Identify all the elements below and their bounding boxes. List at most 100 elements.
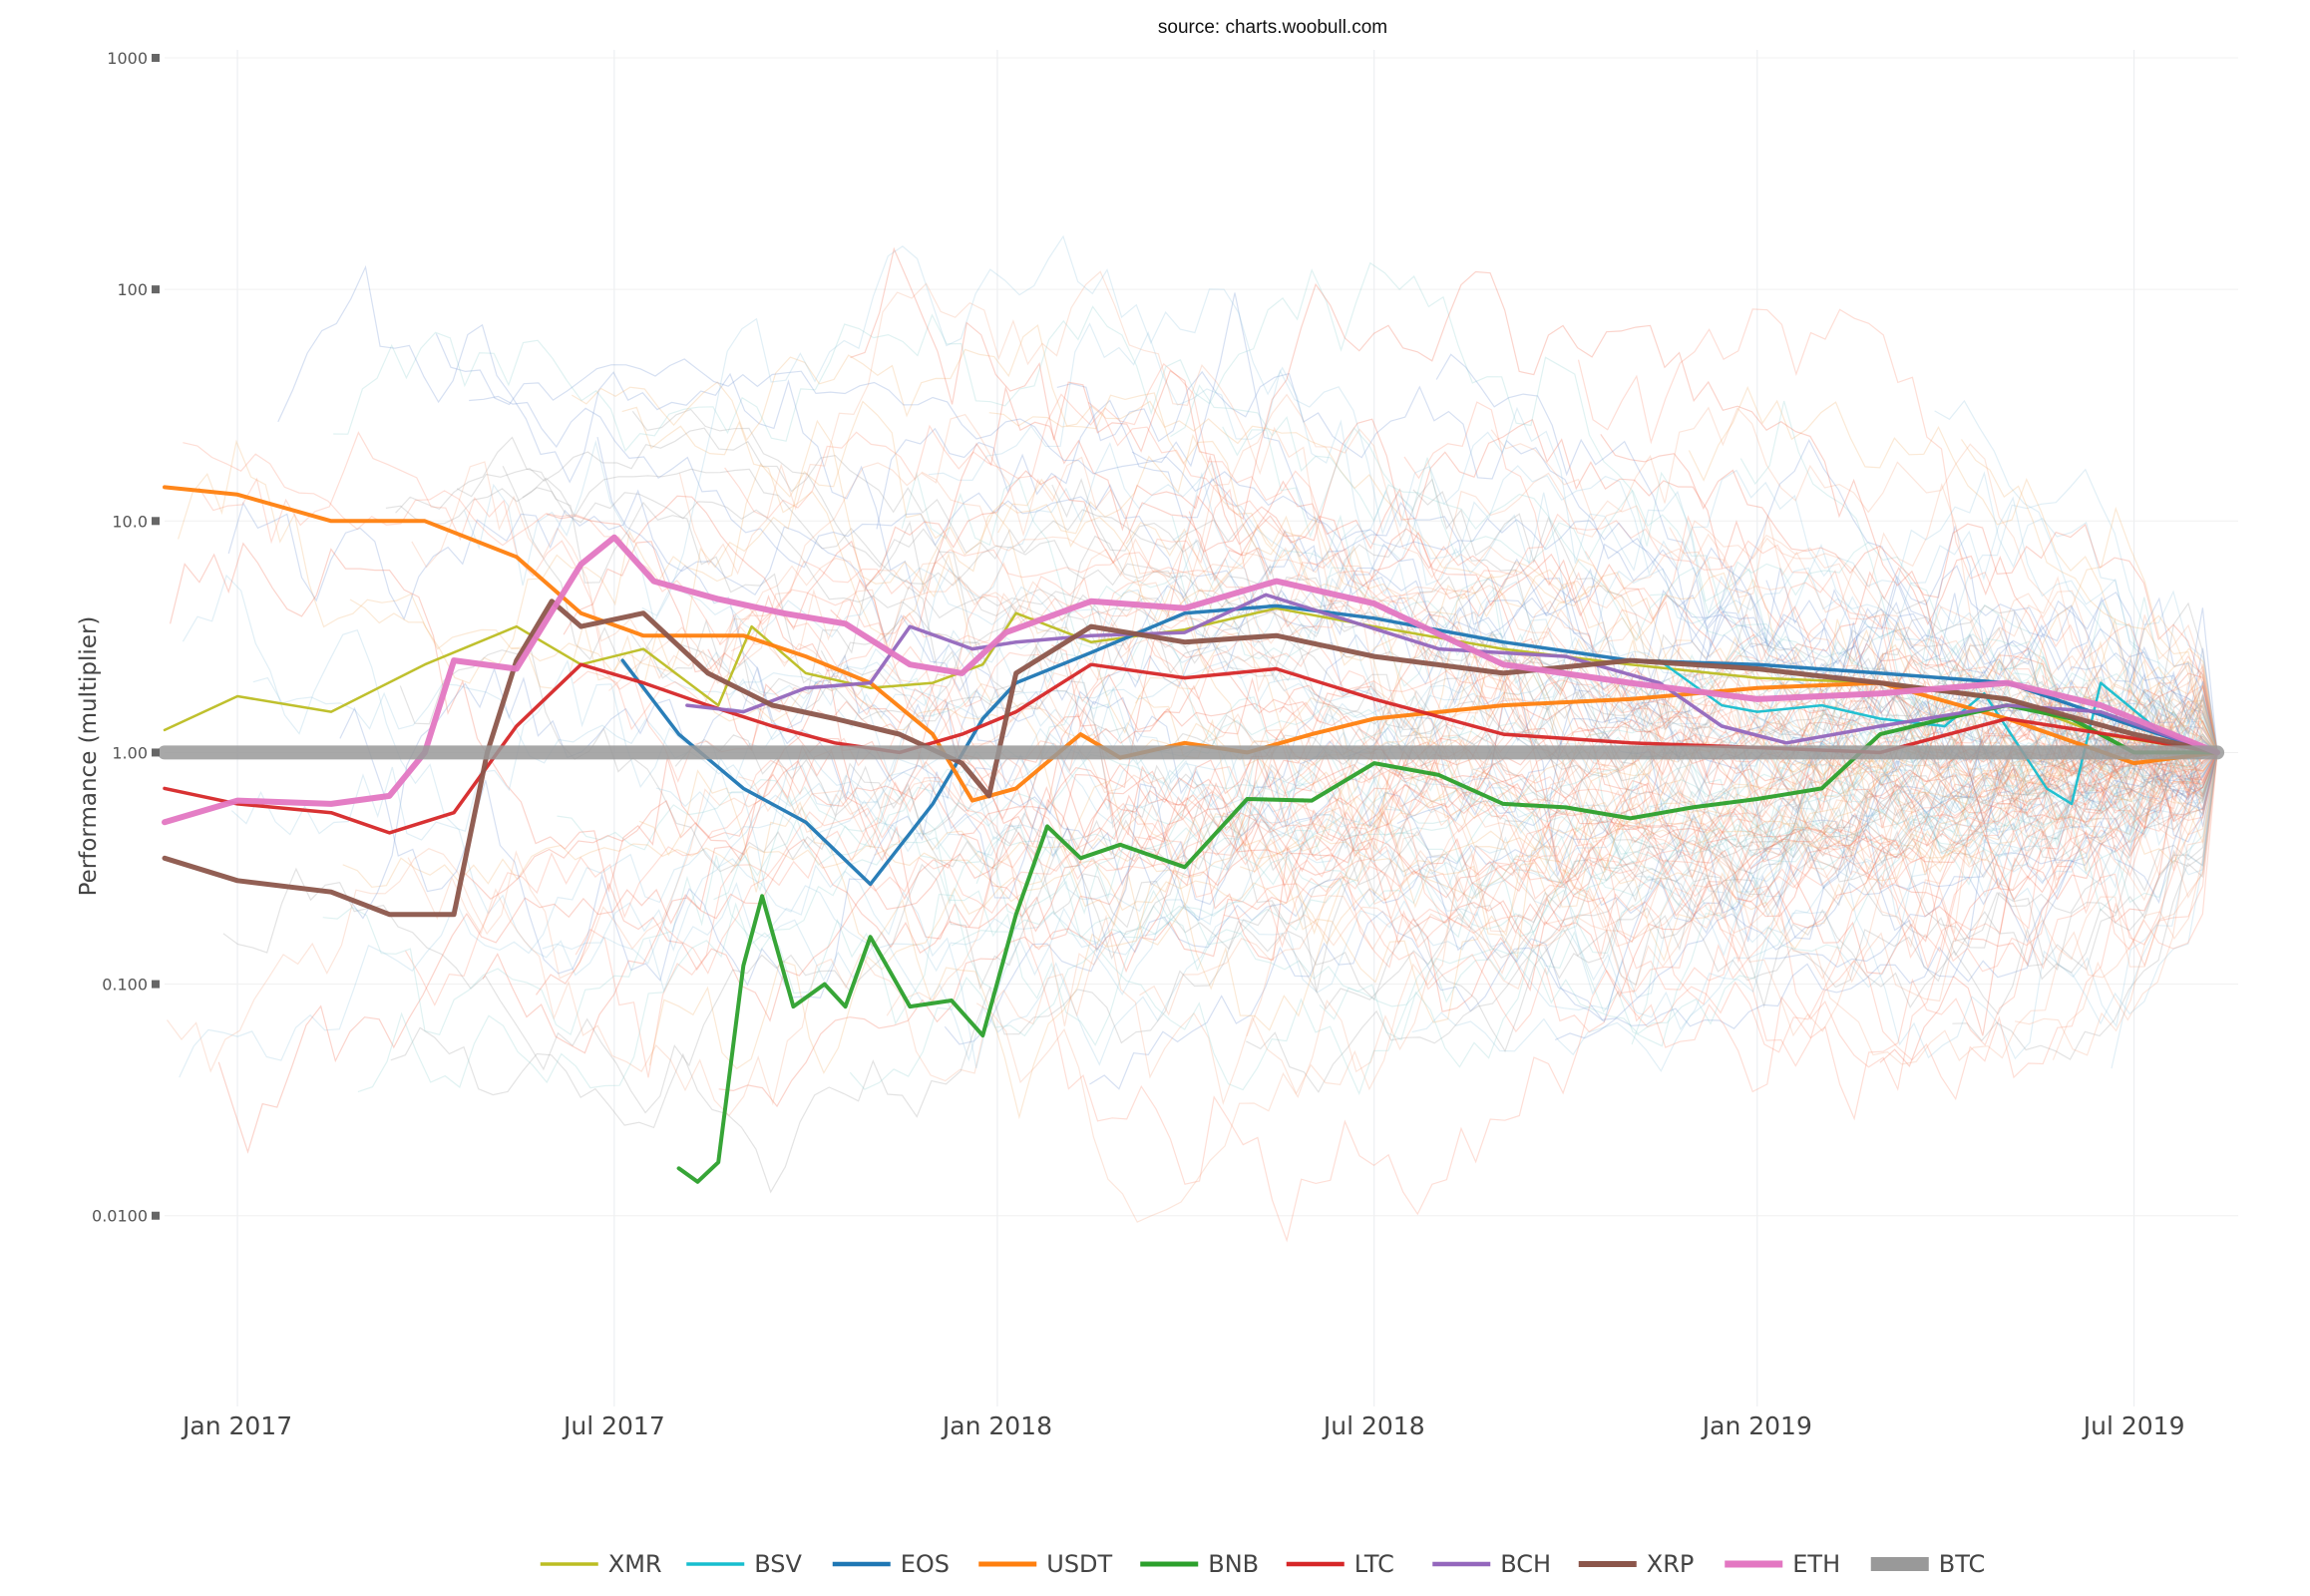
background-coin-line — [820, 478, 2218, 798]
y-tick-mark — [152, 748, 160, 757]
background-coin-line — [1188, 506, 2218, 823]
background-coin-line — [1127, 647, 2218, 962]
background-coin-line — [557, 752, 2218, 876]
background-coin-line — [663, 722, 2218, 975]
background-coin-line — [738, 704, 2218, 948]
background-coin-line — [404, 683, 2218, 1053]
background-coin-line — [951, 737, 2218, 947]
background-coin-line — [727, 567, 2218, 857]
legend-label: ETH — [1792, 1550, 1840, 1578]
background-coin-line — [730, 688, 2218, 940]
y-tick-label: 1000 — [107, 49, 148, 68]
background-coin-line — [1565, 565, 2218, 753]
legend-item-xmr: XMR — [540, 1550, 662, 1578]
legend-label: BSV — [754, 1550, 802, 1578]
background-coin-line — [1099, 718, 2218, 871]
y-tick-mark — [152, 54, 160, 62]
background-coin-line — [395, 436, 2218, 831]
legend-label: EOS — [901, 1550, 950, 1578]
legend-item-btc: BTC — [1870, 1550, 1985, 1578]
background-coin-line — [573, 589, 2218, 835]
background-coin-line — [1279, 684, 2218, 864]
background-coin-line — [1319, 749, 2218, 1035]
background-coin-line — [435, 333, 2218, 778]
y-tick-mark — [152, 1211, 160, 1220]
background-coin-line — [701, 442, 2218, 753]
background-coin-line — [849, 699, 2218, 1096]
x-axis: Jan 2017 Jul 2017 Jan 2018 Jul 2018 Jan 2019… — [181, 1411, 2184, 1440]
y-tick-label: 100 — [117, 280, 148, 299]
background-coin-line — [482, 726, 2218, 1054]
background-coin-line — [1584, 515, 2218, 753]
background-coin-line — [1125, 515, 2218, 898]
background-coin-line — [1164, 664, 2218, 946]
background-coin-line — [1879, 695, 2218, 1067]
background-coin-line — [655, 406, 2218, 843]
x-tick-label: Jul 2017 — [562, 1411, 665, 1440]
x-tick-label: Jul 2018 — [1322, 1411, 1425, 1440]
background-coin-line — [167, 393, 2218, 1073]
y-tick-mark — [152, 980, 160, 989]
background-coin-line — [575, 706, 2218, 1091]
background-coin-line — [836, 629, 2218, 996]
legend-item-xrp: XRP — [1578, 1550, 1695, 1578]
background-coin-line — [222, 665, 2218, 1114]
background-coin-line — [2014, 752, 2218, 1056]
background-coin-line — [730, 549, 2218, 832]
background-coin-line — [997, 478, 2218, 853]
background-coin-line — [407, 608, 2218, 1117]
background-coin-line — [183, 442, 2218, 772]
legend-label: BTC — [1939, 1550, 1985, 1578]
background-coin-line — [988, 400, 2218, 805]
background-coin-line — [975, 691, 2218, 939]
background-coin-line — [1577, 308, 2218, 805]
background-coin-line — [718, 719, 2218, 1108]
y-tick-label: 0.0100 — [92, 1207, 148, 1226]
legend-label: USDT — [1046, 1550, 1112, 1578]
background-coin-line — [830, 385, 2218, 924]
background-coin-line — [628, 627, 2218, 859]
background-coin-line — [1739, 400, 2218, 753]
background-coin-line — [1814, 752, 2218, 1065]
legend-item-bnb: BNB — [1140, 1550, 1259, 1578]
background-coin-line — [860, 729, 2218, 935]
background-coin-line — [182, 574, 2218, 989]
background-coin-line — [850, 246, 2218, 801]
background-coin-line — [1246, 750, 2218, 1093]
background-coin-line — [1490, 429, 2218, 782]
background-coin-line — [631, 408, 2218, 788]
background-coin-line — [975, 679, 2218, 1223]
background-coin-line — [1952, 752, 2218, 1060]
legend-label: XRP — [1647, 1550, 1695, 1578]
background-coin-line — [469, 395, 2218, 787]
background-coin-line — [1403, 401, 2218, 784]
x-tick-label: Jan 2019 — [1701, 1411, 1812, 1440]
background-coin-line — [536, 752, 2218, 1022]
background-coin-line — [1089, 752, 2218, 1090]
background-coin-line — [1544, 752, 2218, 1015]
background-coin-line — [924, 591, 2218, 825]
background-coin-line — [546, 470, 2218, 902]
background-coin-line — [170, 542, 2218, 1012]
background-coin-line — [1763, 752, 2218, 969]
background-coin-line — [399, 649, 2218, 1053]
legend-item-usdt: USDT — [978, 1550, 1113, 1578]
background-coin-line — [1097, 590, 2218, 933]
legend-label: BNB — [1208, 1550, 1259, 1578]
background-coin-line — [638, 635, 2218, 1120]
y-tick-mark — [152, 517, 160, 526]
background-coin-line — [1554, 752, 2218, 1041]
background-coin-line — [463, 234, 2218, 1025]
highlighted-series — [158, 485, 2225, 1184]
background-coin-line — [1738, 752, 2218, 871]
source-note: source: charts.woobull.com — [1158, 17, 1387, 38]
background-coin-line — [179, 733, 2218, 1078]
y-tick-label: 0.100 — [102, 976, 148, 995]
background-coin-line — [1144, 713, 2218, 938]
background-coin-line — [886, 663, 2218, 1106]
background-coin-line — [901, 471, 2218, 1047]
background-coin-line — [1134, 561, 2218, 793]
x-tick-label: Jan 2017 — [181, 1411, 292, 1440]
background-coin-line — [952, 752, 2218, 1243]
